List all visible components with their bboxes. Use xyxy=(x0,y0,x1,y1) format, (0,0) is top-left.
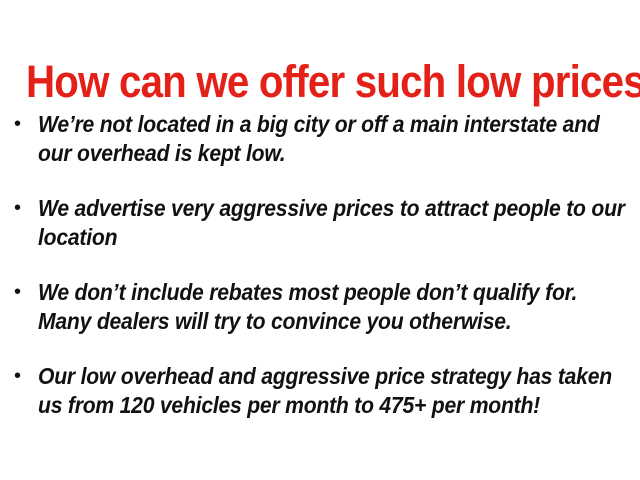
list-item: • We don’t include rebates most people d… xyxy=(12,278,628,336)
list-item: • We advertise very aggressive prices to… xyxy=(12,194,628,252)
list-item: • We’re not located in a big city or off… xyxy=(12,110,628,168)
bullet-text: We advertise very aggressive prices to a… xyxy=(38,195,625,250)
bullet-dot-icon: • xyxy=(14,197,22,219)
bullet-dot-icon: • xyxy=(14,113,22,135)
page-title: How can we offer such low prices? xyxy=(26,56,640,108)
list-item: • Our low overhead and aggressive price … xyxy=(12,362,628,420)
bullet-list: • We’re not located in a big city or off… xyxy=(12,110,628,420)
bullet-dot-icon: • xyxy=(14,281,22,303)
bullet-text: We’re not located in a big city or off a… xyxy=(38,111,600,166)
bullet-dot-icon: • xyxy=(14,365,22,387)
bullet-text: Our low overhead and aggressive price st… xyxy=(38,363,612,418)
bullet-text: We don’t include rebates most people don… xyxy=(38,279,578,334)
